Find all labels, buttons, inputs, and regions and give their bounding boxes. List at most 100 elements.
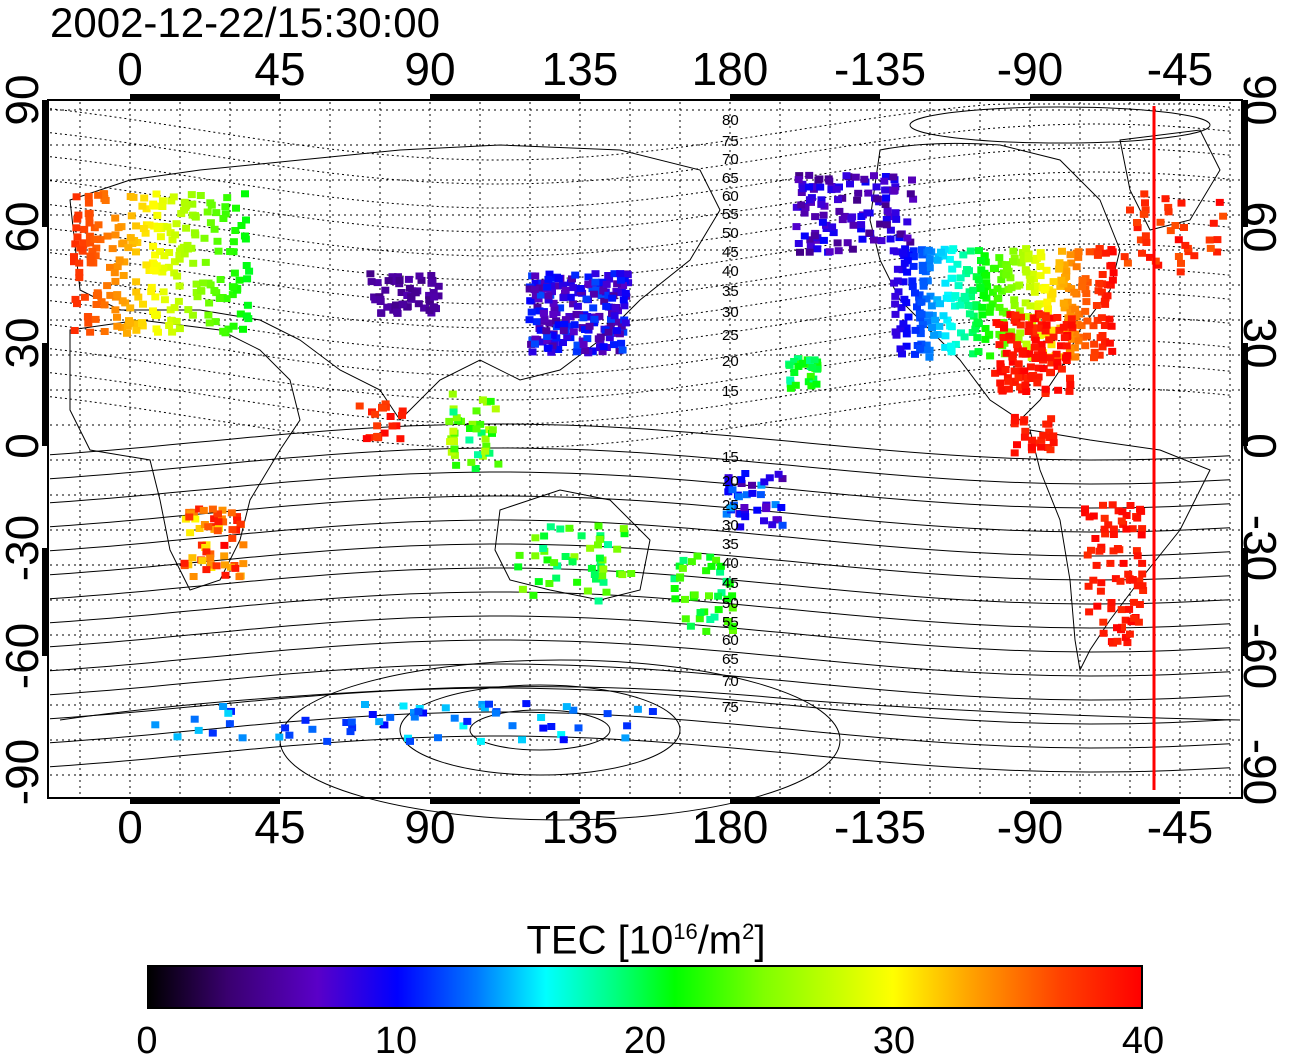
tec-point bbox=[114, 224, 123, 232]
tec-point bbox=[559, 327, 568, 335]
tec-point bbox=[238, 734, 247, 742]
bottom-tick-label: -90 bbox=[996, 801, 1064, 853]
tec-point bbox=[573, 341, 582, 349]
tec-point bbox=[998, 287, 1006, 295]
tec-point bbox=[449, 408, 458, 416]
tec-point bbox=[571, 271, 580, 279]
contour-label: 35 bbox=[722, 283, 739, 300]
tec-point bbox=[909, 253, 918, 261]
tec-point bbox=[233, 286, 242, 294]
tec-point bbox=[491, 709, 500, 717]
contour-line bbox=[49, 735, 1231, 773]
tec-point bbox=[909, 247, 918, 255]
tec-point bbox=[1038, 351, 1047, 359]
tec-point bbox=[687, 558, 696, 566]
tec-point bbox=[904, 251, 913, 259]
tec-point bbox=[1108, 347, 1117, 355]
tec-point bbox=[73, 215, 82, 223]
tec-point bbox=[229, 238, 238, 246]
tec-point bbox=[893, 265, 902, 273]
tec-point bbox=[1121, 616, 1130, 624]
tec-point bbox=[896, 345, 905, 353]
tec-point bbox=[118, 297, 127, 305]
tec-point bbox=[110, 269, 119, 277]
tec-point bbox=[828, 223, 837, 231]
tec-point bbox=[220, 552, 229, 560]
tec-point bbox=[165, 249, 174, 256]
tec-point bbox=[1008, 351, 1017, 359]
tec-point bbox=[1070, 344, 1079, 352]
tec-point bbox=[617, 339, 626, 347]
tec-point bbox=[93, 235, 102, 243]
tec-point bbox=[198, 557, 207, 565]
tec-point bbox=[1128, 525, 1137, 533]
tec-point bbox=[235, 573, 244, 581]
bottom-tick-label: 90 bbox=[404, 801, 456, 853]
tec-point bbox=[795, 172, 804, 180]
tec-point bbox=[891, 183, 900, 191]
contour-label: 45 bbox=[722, 575, 739, 592]
contour-label: 55 bbox=[722, 206, 739, 223]
tec-point bbox=[882, 216, 891, 223]
tec-point bbox=[301, 716, 310, 724]
tec-point bbox=[1137, 531, 1146, 539]
tec-point bbox=[384, 277, 393, 285]
contour-label: 45 bbox=[722, 244, 739, 261]
tec-point bbox=[801, 204, 810, 211]
tec-point bbox=[1090, 340, 1099, 348]
tec-point bbox=[380, 429, 389, 437]
tec-point bbox=[911, 326, 920, 334]
tec-point bbox=[398, 411, 406, 419]
tec-point bbox=[536, 284, 544, 292]
tec-point bbox=[111, 231, 120, 239]
top-tick-label: -90 bbox=[996, 43, 1064, 95]
tec-point bbox=[445, 417, 454, 425]
tec-point bbox=[897, 304, 906, 312]
tec-point bbox=[414, 708, 423, 716]
tec-point bbox=[84, 319, 93, 327]
tec-point bbox=[917, 310, 926, 318]
tec-point bbox=[467, 458, 476, 466]
tec-point bbox=[1089, 512, 1098, 520]
tec-point bbox=[450, 445, 459, 453]
tec-point bbox=[187, 191, 196, 199]
tec-point bbox=[557, 731, 566, 739]
contour-line bbox=[49, 195, 1231, 257]
tec-point bbox=[1083, 332, 1091, 340]
tec-point bbox=[986, 352, 995, 360]
tec-point bbox=[585, 322, 594, 330]
tec-point bbox=[1049, 439, 1058, 447]
tec-point bbox=[199, 506, 208, 514]
tec-point bbox=[213, 527, 222, 535]
coastline-antarctica bbox=[59, 686, 1241, 721]
contour-label: 15 bbox=[722, 383, 739, 400]
tec-point bbox=[476, 420, 485, 428]
tec-point bbox=[989, 265, 998, 273]
tec-point bbox=[132, 278, 141, 286]
tec-point bbox=[681, 595, 689, 603]
tec-point bbox=[1166, 227, 1175, 235]
tec-point bbox=[807, 382, 816, 390]
tec-point bbox=[214, 510, 222, 518]
tec-point bbox=[760, 517, 768, 525]
tec-point bbox=[236, 310, 245, 318]
tec-point bbox=[171, 231, 180, 239]
tec-point bbox=[371, 410, 380, 418]
tec-point bbox=[536, 326, 545, 334]
tec-point bbox=[242, 216, 250, 224]
tec-point bbox=[970, 302, 979, 310]
tec-point bbox=[882, 221, 891, 229]
tec-point bbox=[190, 715, 199, 723]
tec-point bbox=[1066, 251, 1075, 259]
tec-point bbox=[202, 548, 211, 556]
tec-point bbox=[1177, 199, 1186, 207]
tec-point bbox=[71, 295, 80, 303]
tec-point bbox=[1154, 261, 1163, 269]
tec-point bbox=[228, 534, 237, 542]
tec-point bbox=[206, 561, 215, 569]
tec-point bbox=[554, 321, 563, 329]
tec-point bbox=[771, 501, 780, 509]
tec-point bbox=[542, 327, 551, 335]
tec-point bbox=[191, 213, 200, 221]
tec-point bbox=[925, 353, 934, 361]
